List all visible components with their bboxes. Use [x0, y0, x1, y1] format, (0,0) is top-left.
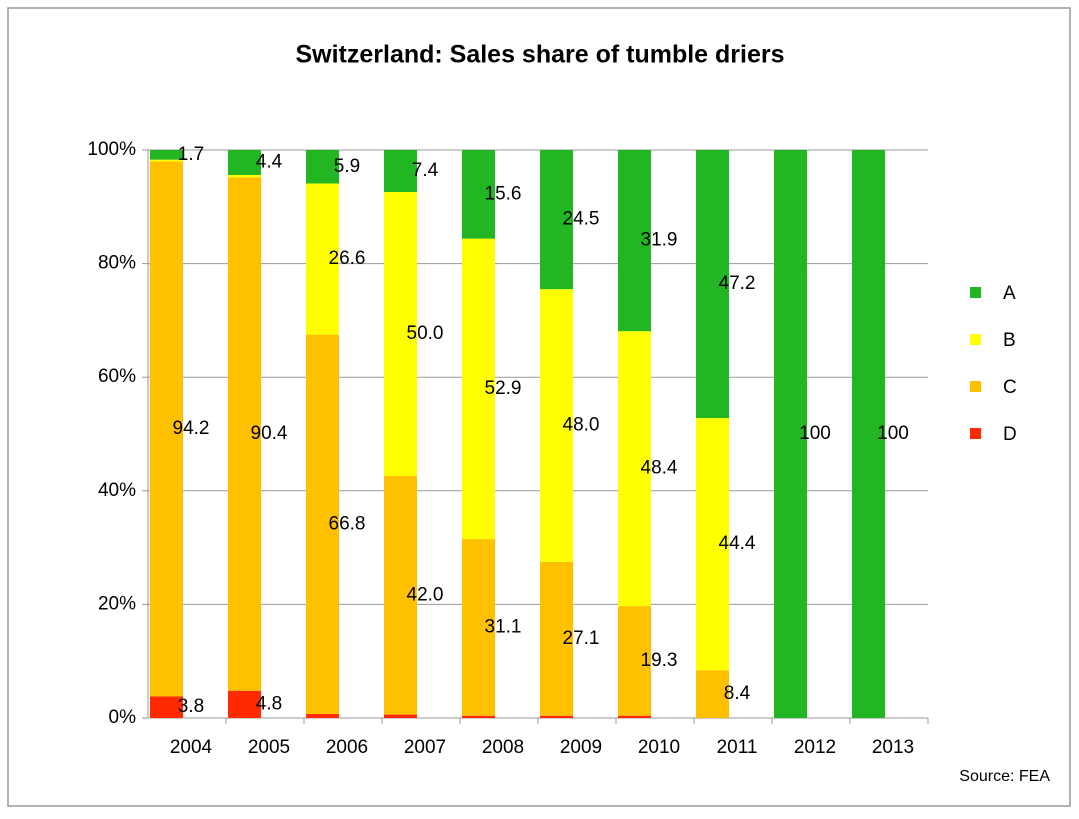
- bar-segment: [852, 150, 885, 718]
- x-tick-label: 2006: [326, 737, 368, 758]
- data-label: 31.9: [641, 230, 678, 251]
- legend-swatch: [970, 381, 981, 392]
- y-tick-label: 100%: [87, 139, 136, 160]
- data-label: 90.4: [251, 423, 288, 444]
- bar-segment: [618, 150, 651, 332]
- bar-segment: [618, 606, 651, 716]
- data-label: 4.8: [256, 693, 282, 714]
- data-label: 52.9: [485, 378, 522, 399]
- source-note: Source: FEA: [959, 768, 1050, 785]
- data-label: 44.4: [719, 533, 756, 554]
- x-tick-label: 2007: [404, 737, 446, 758]
- data-label: 5.9: [334, 156, 360, 177]
- x-tick-label: 2008: [482, 737, 524, 758]
- bar-segment: [696, 418, 729, 671]
- bar-segment: [150, 150, 183, 160]
- bar-segment: [150, 159, 183, 162]
- bar-segment: [462, 539, 495, 716]
- bar-segment: [228, 150, 261, 175]
- data-label: 100: [799, 423, 831, 444]
- bar-segment: [462, 238, 495, 540]
- y-tick-label: 60%: [98, 366, 136, 387]
- bar-segment: [384, 192, 417, 477]
- legend-label: C: [1003, 377, 1017, 398]
- data-label: 7.4: [412, 160, 439, 181]
- data-label: 48.0: [563, 414, 600, 435]
- bar-segment: [774, 150, 807, 718]
- data-label: 31.1: [485, 616, 522, 637]
- bar-segment: [384, 150, 417, 193]
- bar-segment: [540, 561, 573, 716]
- y-tick-label: 20%: [98, 593, 136, 614]
- bar-segment: [306, 714, 339, 718]
- bar-segment: [150, 696, 183, 718]
- data-label: 27.1: [563, 628, 600, 649]
- data-label: 3.8: [178, 696, 204, 717]
- data-label: 100: [877, 423, 909, 444]
- x-tick-label: 2005: [248, 737, 290, 758]
- legend-label: A: [1003, 283, 1016, 304]
- data-label: 24.5: [563, 209, 600, 230]
- bar-segment: [540, 715, 573, 718]
- x-tick-label: 2012: [794, 737, 836, 758]
- bar-segment: [696, 670, 729, 718]
- data-label: 15.6: [485, 183, 522, 204]
- bar-segment: [306, 183, 339, 335]
- data-label: 26.6: [329, 248, 366, 269]
- x-tick-label: 2013: [872, 737, 914, 758]
- bar-segment: [384, 714, 417, 718]
- bar-segment: [384, 476, 417, 715]
- legend-swatch: [970, 428, 981, 439]
- data-label: 8.4: [724, 683, 751, 704]
- data-label: 4.4: [256, 152, 283, 173]
- bar-segment: [306, 334, 339, 715]
- data-label: 94.2: [173, 418, 210, 439]
- bar-segment: [540, 150, 573, 290]
- bar-segment: [462, 150, 495, 239]
- bar-segment: [618, 331, 651, 607]
- bar-segment: [618, 715, 651, 718]
- x-tick-label: 2011: [717, 737, 758, 758]
- data-label: 42.0: [407, 584, 444, 605]
- data-label: 50.0: [407, 323, 444, 344]
- legend-label: B: [1003, 330, 1016, 351]
- y-tick-label: 80%: [98, 253, 136, 274]
- bar-segment: [228, 174, 261, 178]
- bar-segment: [696, 150, 729, 419]
- x-tick-label: 2010: [638, 737, 680, 758]
- bar-segment: [462, 715, 495, 718]
- bar-segment: [150, 161, 183, 697]
- chart-frame: [7, 7, 1071, 807]
- legend-swatch: [970, 287, 981, 298]
- data-label: 1.7: [178, 144, 204, 165]
- y-tick-label: 40%: [98, 480, 136, 501]
- bar-segment: [228, 690, 261, 718]
- x-tick-label: 2004: [170, 737, 213, 758]
- chart-title: Switzerland: Sales share of tumble drier…: [295, 41, 784, 69]
- y-tick-label: 0%: [109, 707, 137, 728]
- legend-label: D: [1003, 424, 1017, 445]
- data-label: 47.2: [719, 273, 756, 294]
- bar-segment: [540, 289, 573, 562]
- data-label: 66.8: [329, 513, 366, 534]
- data-label: 48.4: [641, 458, 678, 479]
- x-tick-label: 2009: [560, 737, 602, 758]
- legend-swatch: [970, 334, 981, 345]
- data-label: 19.3: [641, 650, 678, 671]
- bar-segment: [228, 177, 261, 691]
- bar-segment: [306, 150, 339, 184]
